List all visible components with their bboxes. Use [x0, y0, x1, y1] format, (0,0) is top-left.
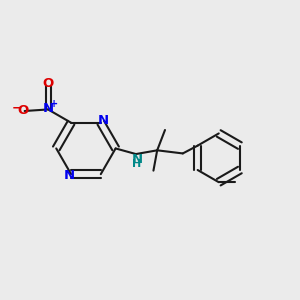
Text: −: −: [12, 102, 22, 115]
Text: O: O: [18, 104, 29, 117]
Text: N: N: [63, 169, 74, 182]
Text: H: H: [132, 159, 142, 169]
Text: N: N: [131, 153, 142, 166]
Text: +: +: [50, 99, 58, 109]
Text: N: N: [43, 102, 54, 115]
Text: O: O: [43, 77, 54, 90]
Text: N: N: [98, 114, 109, 128]
